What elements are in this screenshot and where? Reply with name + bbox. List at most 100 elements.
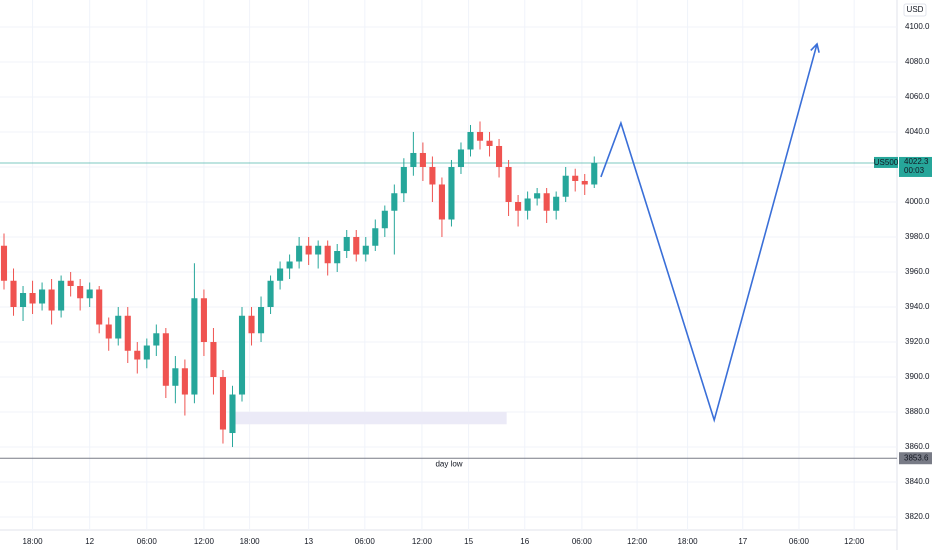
candle-body (410, 152, 417, 167)
candle-body (0, 245, 8, 281)
y-tick-label: 3940.0 (905, 302, 930, 311)
candle-body (134, 350, 141, 360)
candle-body (467, 131, 474, 150)
candle-body (77, 286, 84, 299)
x-tick-label: 06:00 (789, 537, 810, 546)
candle-body (58, 280, 65, 311)
candle-body (476, 131, 484, 141)
candle-body (200, 298, 207, 343)
candle-body (305, 245, 312, 255)
current-price: 4022.3 (904, 157, 929, 166)
candle-body (334, 250, 341, 264)
x-tick-label: 12:00 (844, 537, 865, 546)
candle-body (391, 193, 398, 211)
y-tick-label: 3960.0 (905, 267, 930, 276)
candle-body (257, 307, 265, 334)
y-tick-label: 3920.0 (905, 337, 930, 346)
candle-body (39, 289, 46, 304)
candle-body (238, 315, 246, 395)
candle-body (229, 394, 236, 434)
x-tick-label: 12 (85, 537, 94, 546)
x-tick-label: 15 (464, 537, 473, 546)
countdown: 00:03 (904, 166, 925, 175)
candle-body (457, 149, 465, 167)
candle-body (448, 166, 455, 220)
candle-body (400, 166, 407, 194)
candle-body (19, 293, 27, 308)
y-tick-label: 4060.0 (905, 92, 930, 101)
candle-body (124, 315, 131, 351)
candle-body (153, 333, 160, 346)
candle-body (524, 198, 531, 211)
y-tick-label: 3840.0 (905, 477, 930, 486)
candle-body (267, 280, 274, 308)
level-price-box (899, 452, 932, 465)
candle-body (496, 145, 503, 167)
y-tick-label: 4080.0 (905, 57, 930, 66)
candle-body (191, 298, 198, 395)
candle-body (96, 289, 103, 325)
x-tick-label: 18:00 (678, 537, 699, 546)
candle-body (143, 345, 150, 360)
y-tick-label: 3980.0 (905, 232, 930, 241)
candle-body (286, 261, 293, 269)
x-tick-label: 18:00 (240, 537, 261, 546)
y-tick-label: 3820.0 (905, 512, 930, 521)
candle-body (172, 368, 179, 386)
y-tick-label: 3880.0 (905, 407, 930, 416)
candle-body (86, 289, 93, 299)
y-tick-label: 4100.0 (905, 22, 930, 31)
candle-body (372, 228, 379, 246)
currency[interactable]: USD (907, 5, 924, 14)
candle-body (543, 193, 550, 211)
candle-body (562, 175, 569, 197)
x-tick-label: 06:00 (572, 537, 593, 546)
x-tick-label: 17 (738, 537, 747, 546)
level-label: day low (435, 459, 462, 468)
x-tick-label: 13 (304, 537, 313, 546)
candle-body (248, 315, 255, 334)
forecast-path (600, 43, 818, 423)
candle-body (10, 280, 17, 308)
candle-body (48, 289, 55, 311)
candle-body (486, 140, 493, 146)
symbol-box (874, 156, 898, 168)
candle-body (572, 175, 579, 181)
candle-body (181, 368, 188, 395)
candle-body (105, 324, 112, 339)
candle-body (353, 236, 360, 255)
currency-box[interactable] (903, 3, 927, 17)
x-tick-label: 12:00 (412, 537, 433, 546)
candle-body (324, 245, 331, 264)
candle-body (505, 166, 512, 202)
y-tick-label: 3900.0 (905, 372, 930, 381)
forecast-arrowhead (810, 42, 820, 53)
price-label-box (899, 156, 932, 177)
candle-body (581, 180, 588, 185)
x-tick-label: 06:00 (137, 537, 158, 546)
candle-body (343, 236, 350, 251)
x-tick-label: 12:00 (627, 537, 648, 546)
x-tick-label: 12:00 (194, 537, 215, 546)
candle-body (429, 166, 436, 185)
candle-body (381, 210, 388, 229)
x-tick-label: 16 (520, 537, 529, 546)
candle-body (315, 245, 322, 255)
candle-body (591, 162, 598, 185)
candle-body (162, 333, 169, 386)
x-tick-label: 18:00 (23, 537, 44, 546)
candle-body (115, 315, 122, 339)
y-tick-label: 4040.0 (905, 127, 930, 136)
level-price: 3853.6 (904, 453, 929, 462)
y-tick-label: 3860.0 (905, 442, 930, 451)
candle-body (296, 245, 303, 262)
candle-body (534, 193, 541, 199)
candle-body (67, 280, 74, 287)
candle-body (362, 245, 369, 255)
candle-body (438, 184, 445, 220)
candle-body (219, 377, 227, 430)
zone (232, 412, 507, 425)
y-tick-label: 4000.0 (905, 197, 930, 206)
